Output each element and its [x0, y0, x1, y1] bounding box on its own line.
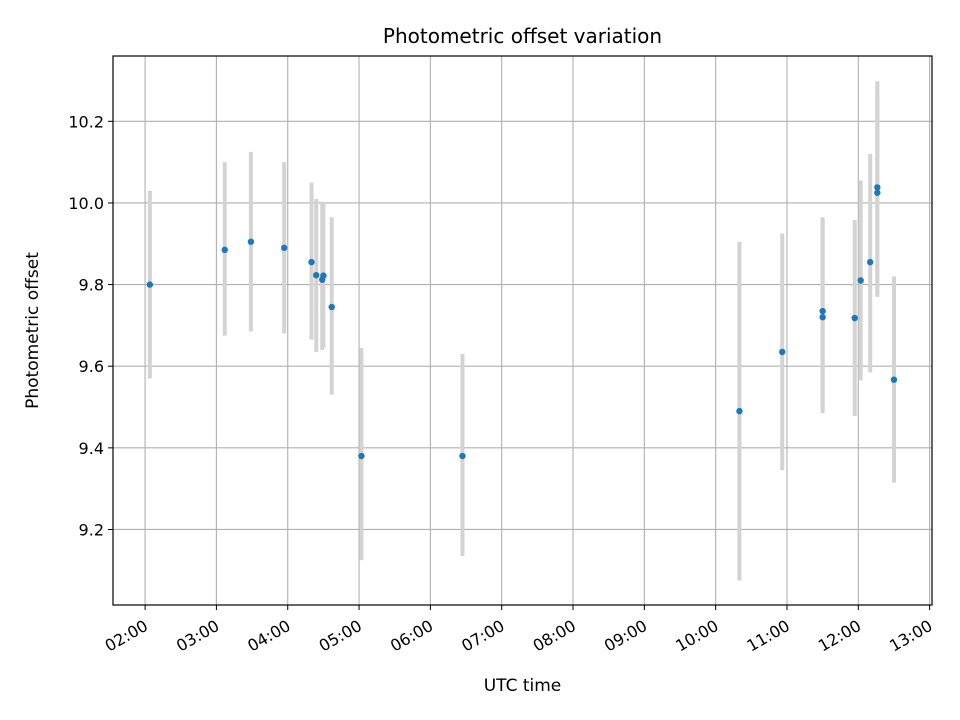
x-tick-label: 13:00: [886, 616, 935, 656]
data-point: [819, 314, 826, 321]
y-tick-label: 9.4: [79, 439, 104, 458]
data-point: [328, 303, 335, 311]
y-tick-label: 9.2: [79, 520, 104, 539]
data-point: [308, 258, 315, 266]
x-tick-label: 05:00: [316, 616, 365, 656]
y-tick-label: 9.8: [79, 276, 104, 295]
data-point: [221, 246, 228, 254]
data-point: [819, 307, 826, 315]
y-tick-label: 10.2: [68, 112, 104, 131]
x-tick-label: 03:00: [173, 616, 222, 656]
data-point: [890, 376, 898, 383]
data-point: [866, 258, 874, 266]
y-tick-label: 9.6: [79, 357, 104, 376]
data-point: [874, 189, 881, 196]
x-tick-label: 04:00: [244, 616, 293, 656]
y-axis-label: Photometric offset: [23, 252, 43, 409]
data-point: [459, 452, 466, 460]
x-tick-label: 11:00: [744, 616, 793, 656]
plot-frame: [112, 55, 933, 606]
grid: [113, 56, 932, 605]
x-axis-label: UTC time: [484, 676, 562, 696]
data-point: [247, 238, 255, 245]
data-point: [358, 452, 365, 460]
y-axis-ticks: 9.2 9.4 9.6 9.8 10.0 10.2: [68, 112, 113, 539]
x-axis-ticks: 02:00 03:00 04:00 05:00 06:00 07:00 08:00 09:00…: [102, 605, 936, 656]
x-tick-label: 08:00: [530, 616, 579, 656]
data-point: [146, 281, 154, 288]
errorbars: [147, 81, 896, 581]
chart-title: Photometric offset variation: [383, 24, 662, 48]
x-tick-label: 10:00: [672, 616, 721, 656]
x-tick-label: 07:00: [458, 616, 507, 656]
data-point: [857, 277, 864, 284]
x-tick-label: 02:00: [102, 616, 151, 656]
x-tick-label: 06:00: [387, 616, 436, 656]
data-point: [313, 271, 320, 279]
x-tick-label: 09:00: [601, 616, 650, 656]
data-point: [320, 272, 327, 279]
y-tick-label: 10.0: [68, 194, 104, 213]
data-points: [146, 184, 898, 460]
data-point: [874, 184, 881, 191]
data-point: [736, 407, 743, 415]
data-point: [851, 314, 858, 322]
data-point: [779, 348, 786, 356]
data-point: [280, 244, 288, 252]
x-tick-label: 12:00: [815, 616, 864, 656]
